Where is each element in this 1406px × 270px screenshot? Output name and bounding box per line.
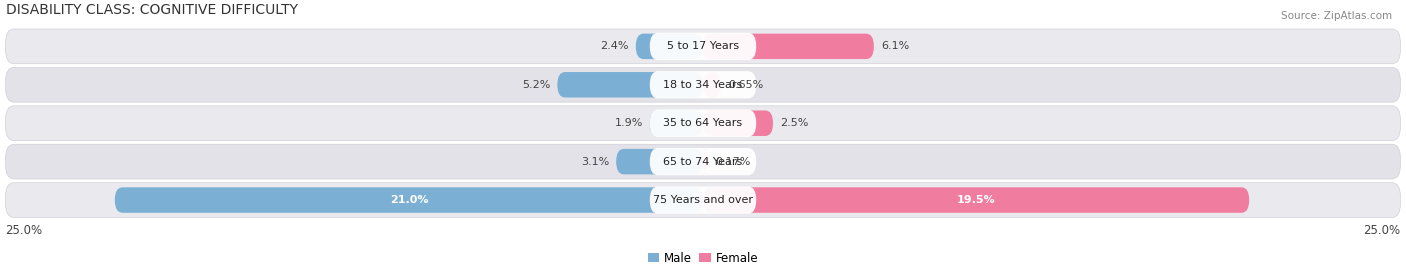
Text: 2.4%: 2.4% — [600, 41, 628, 51]
FancyBboxPatch shape — [6, 183, 1400, 217]
FancyBboxPatch shape — [6, 29, 1400, 64]
FancyBboxPatch shape — [703, 34, 875, 59]
FancyBboxPatch shape — [650, 148, 756, 175]
Text: 3.1%: 3.1% — [581, 157, 609, 167]
Text: 25.0%: 25.0% — [1364, 224, 1400, 237]
FancyBboxPatch shape — [650, 110, 703, 136]
FancyBboxPatch shape — [703, 187, 1249, 213]
FancyBboxPatch shape — [703, 72, 721, 97]
FancyBboxPatch shape — [6, 68, 1400, 102]
Text: 2.5%: 2.5% — [780, 118, 808, 128]
Text: 75 Years and over: 75 Years and over — [652, 195, 754, 205]
FancyBboxPatch shape — [703, 110, 773, 136]
FancyBboxPatch shape — [557, 72, 703, 97]
Text: 1.9%: 1.9% — [614, 118, 643, 128]
FancyBboxPatch shape — [650, 110, 756, 137]
Text: 0.17%: 0.17% — [714, 157, 751, 167]
FancyBboxPatch shape — [650, 71, 756, 99]
FancyBboxPatch shape — [616, 149, 703, 174]
FancyBboxPatch shape — [6, 106, 1400, 141]
Legend: Male, Female: Male, Female — [643, 247, 763, 269]
Text: 0.65%: 0.65% — [728, 80, 763, 90]
Text: 65 to 74 Years: 65 to 74 Years — [664, 157, 742, 167]
Text: 18 to 34 Years: 18 to 34 Years — [664, 80, 742, 90]
Text: 5 to 17 Years: 5 to 17 Years — [666, 41, 740, 51]
FancyBboxPatch shape — [6, 144, 1400, 179]
Text: 35 to 64 Years: 35 to 64 Years — [664, 118, 742, 128]
Text: 19.5%: 19.5% — [956, 195, 995, 205]
FancyBboxPatch shape — [650, 33, 756, 60]
Text: DISABILITY CLASS: COGNITIVE DIFFICULTY: DISABILITY CLASS: COGNITIVE DIFFICULTY — [6, 3, 298, 17]
Text: 5.2%: 5.2% — [522, 80, 550, 90]
Text: Source: ZipAtlas.com: Source: ZipAtlas.com — [1281, 11, 1392, 21]
Text: 6.1%: 6.1% — [880, 41, 910, 51]
FancyBboxPatch shape — [650, 186, 756, 214]
Text: 25.0%: 25.0% — [6, 224, 42, 237]
Text: 21.0%: 21.0% — [389, 195, 429, 205]
FancyBboxPatch shape — [700, 149, 710, 174]
FancyBboxPatch shape — [115, 187, 703, 213]
FancyBboxPatch shape — [636, 34, 703, 59]
